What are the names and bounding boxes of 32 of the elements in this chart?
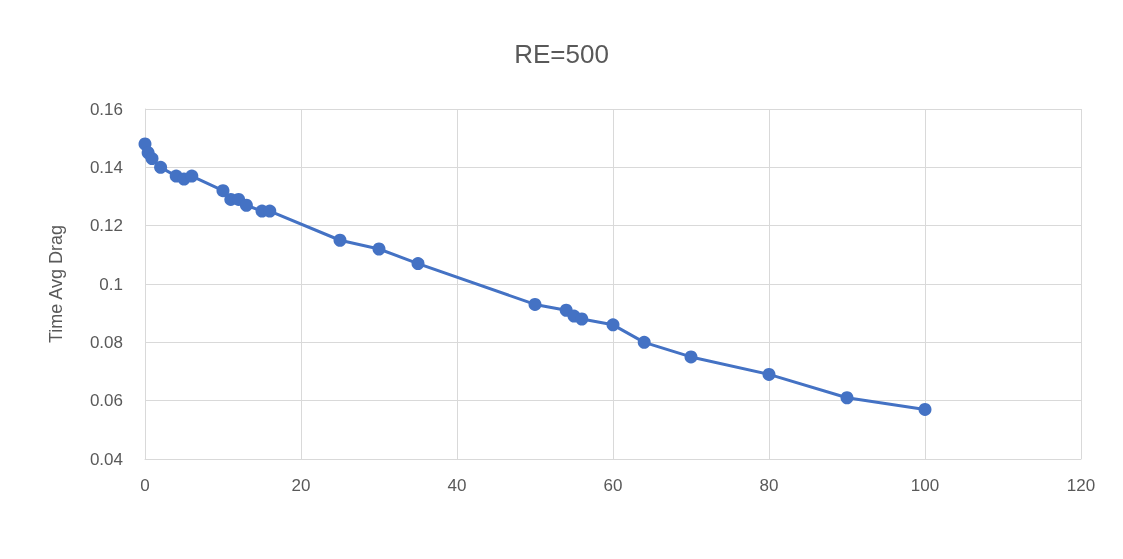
x-tick-label: 40 [447, 476, 467, 495]
y-tick-label: 0.12 [89, 216, 123, 236]
point [216, 184, 230, 198]
point [372, 242, 386, 256]
point [840, 391, 854, 405]
chart-title: RE=500 [514, 39, 609, 69]
point [606, 318, 620, 332]
y-tick-label: 0.08 [89, 332, 123, 352]
y-tick-label: 0.1 [99, 274, 123, 294]
point [575, 312, 589, 326]
point [154, 160, 168, 174]
point [333, 233, 347, 247]
x-tick-label: 0 [140, 476, 150, 495]
point [762, 367, 776, 381]
point [185, 169, 199, 183]
y-tick-label: 0.16 [89, 99, 123, 119]
x-tick-label: 20 [291, 476, 311, 495]
y-tick-label: 0.06 [89, 391, 123, 411]
y-tick-label: 0.04 [89, 449, 123, 469]
x-tick-label: 100 [910, 476, 940, 495]
x-tick-label: 80 [759, 476, 779, 495]
point [637, 335, 651, 349]
x-tick-label: 120 [1066, 476, 1096, 495]
point [528, 297, 542, 311]
y-tick-label: 0.14 [89, 157, 123, 177]
point [684, 350, 698, 364]
y-axis-title: Time Avg Drag [46, 224, 66, 344]
point [918, 402, 932, 416]
point [411, 257, 425, 271]
point [239, 198, 253, 212]
point [145, 152, 159, 166]
x-tick-label: 60 [603, 476, 623, 495]
